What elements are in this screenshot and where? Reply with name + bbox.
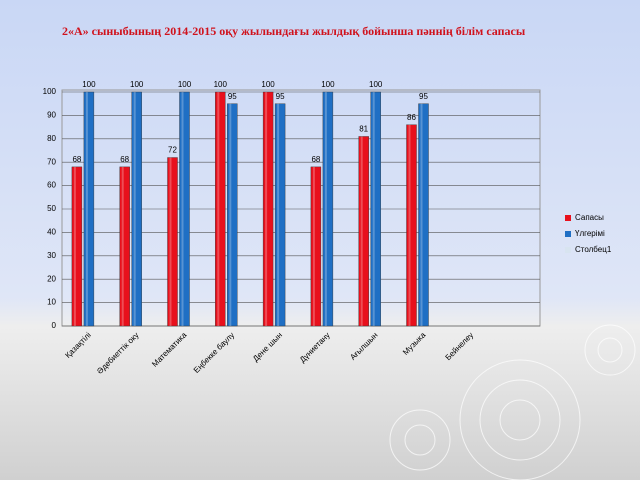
bar-highlight: [169, 157, 172, 326]
bar-highlight: [73, 166, 76, 326]
data-label: 100: [261, 80, 275, 89]
y-tick-label: 0: [52, 321, 57, 330]
y-tick-label: 80: [47, 134, 56, 143]
bar: [406, 124, 417, 327]
bar-highlight: [420, 103, 423, 326]
bar: [262, 91, 274, 327]
bar-highlight: [324, 92, 327, 326]
bar-highlight: [217, 92, 220, 326]
bar-highlight: [181, 92, 184, 326]
data-label: 81: [359, 125, 368, 134]
chart-title: 2«А» сыныбының 2014-2015 оқу жылындағы ж…: [62, 24, 526, 38]
legend-swatch: [565, 231, 571, 237]
bar-highlight: [121, 166, 124, 326]
legend-swatch: [565, 247, 571, 253]
data-label: 100: [321, 80, 335, 89]
data-label: 95: [276, 92, 285, 101]
bar: [274, 103, 286, 327]
bar-highlight: [133, 92, 136, 326]
bar: [71, 166, 83, 327]
bar: [358, 136, 369, 327]
data-label: 100: [82, 80, 96, 89]
bar: [227, 103, 238, 327]
data-label: 100: [178, 80, 192, 89]
data-label: 100: [130, 80, 144, 89]
data-label: 68: [120, 155, 129, 164]
data-label: 68: [311, 155, 320, 164]
bar-highlight: [277, 103, 280, 326]
data-label: 86: [407, 113, 416, 122]
y-tick-label: 90: [47, 111, 56, 120]
y-tick-label: 40: [47, 228, 56, 237]
bar: [322, 91, 334, 327]
bar-highlight: [312, 166, 315, 326]
legend-swatch: [565, 215, 571, 221]
y-tick-label: 100: [43, 87, 57, 96]
y-tick-label: 60: [47, 181, 56, 190]
data-label: 100: [214, 80, 228, 89]
bar: [179, 91, 190, 327]
data-label: 100: [369, 80, 383, 89]
y-tick-label: 30: [47, 251, 56, 260]
bar: [370, 91, 381, 327]
legend-label: Үлгерімі: [575, 229, 605, 238]
y-tick-label: 10: [47, 298, 56, 307]
data-label: 72: [168, 146, 177, 155]
bar-highlight: [360, 136, 363, 326]
y-tick-label: 20: [47, 274, 56, 283]
bar: [310, 166, 322, 327]
legend-label: Столбец1: [575, 245, 612, 254]
y-tick-label: 70: [47, 157, 56, 166]
bar: [83, 91, 95, 327]
bar-highlight: [265, 92, 268, 326]
legend-label: Сапасы: [575, 213, 604, 222]
bar-highlight: [85, 92, 88, 326]
bar-highlight: [229, 103, 232, 326]
data-label: 95: [419, 92, 428, 101]
bar: [131, 91, 142, 327]
y-tick-label: 50: [47, 204, 56, 213]
bar: [418, 103, 429, 327]
bar: [119, 166, 130, 327]
data-label: 68: [72, 155, 81, 164]
bar: [215, 91, 226, 327]
bar-highlight: [372, 92, 375, 326]
data-label: 95: [228, 92, 237, 101]
bar-highlight: [408, 124, 411, 326]
bar: [167, 157, 178, 327]
